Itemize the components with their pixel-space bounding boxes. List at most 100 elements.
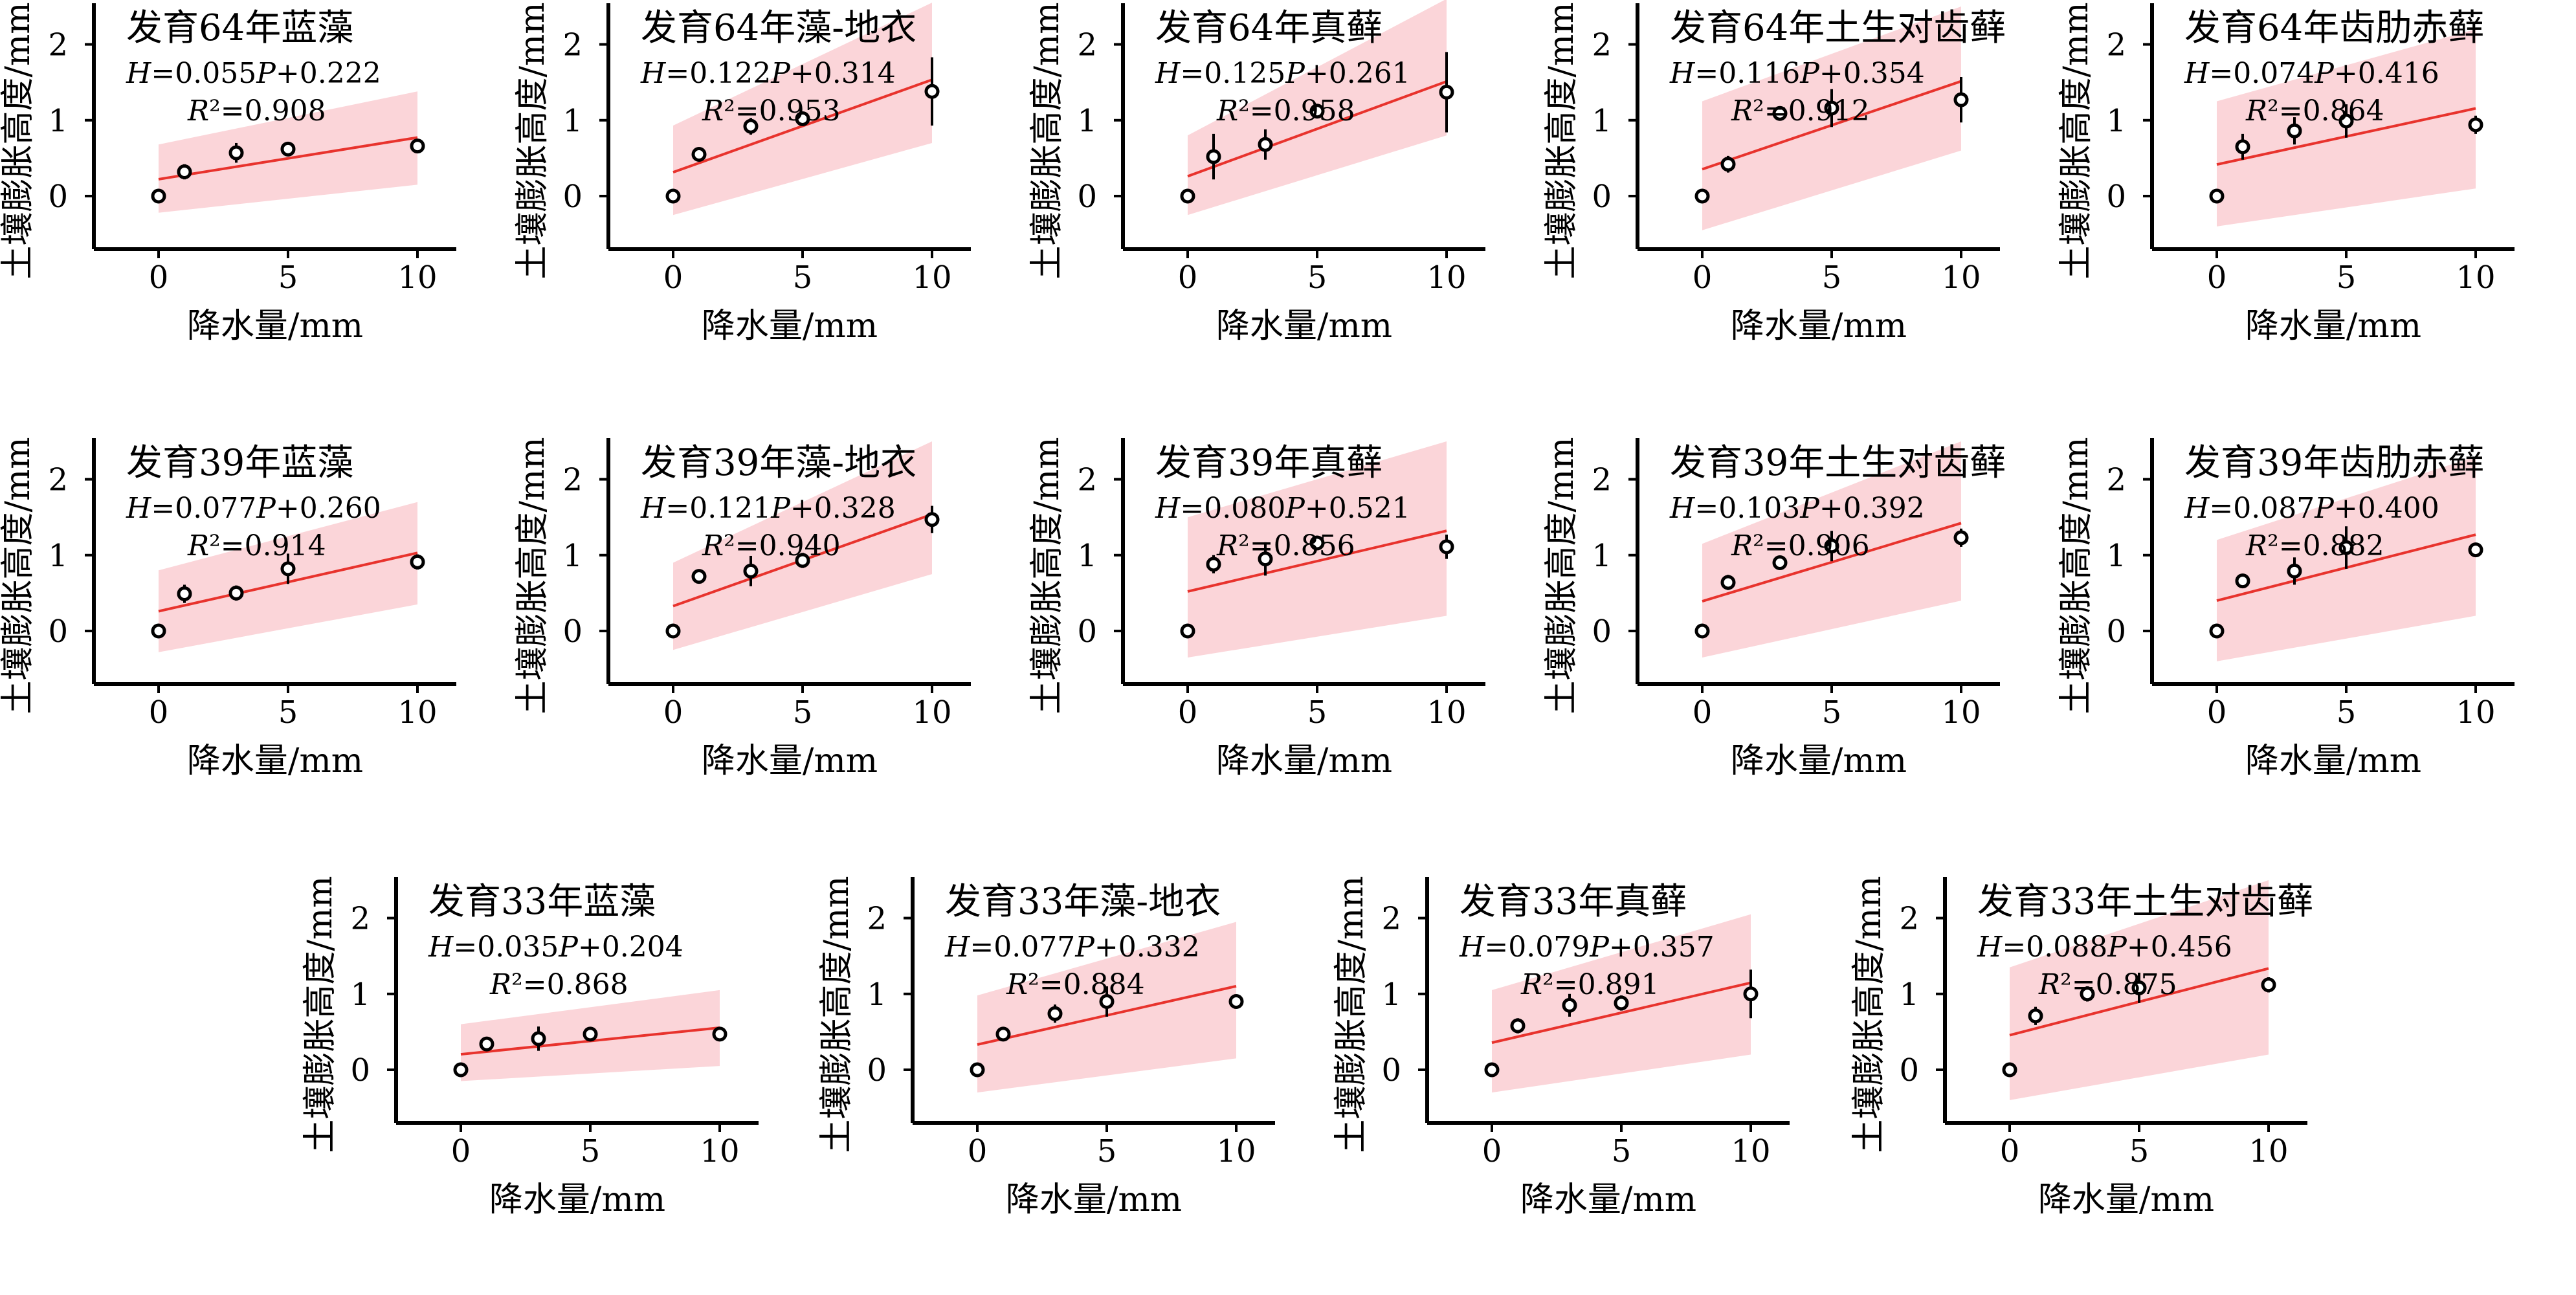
plot-area: [453, 990, 727, 1081]
y-tick-label: 2: [562, 462, 583, 498]
data-point: [2002, 1062, 2017, 1078]
y-tick-label: 2: [1592, 462, 1612, 498]
x-tick-label: 5: [278, 260, 298, 296]
y-tick-label: 0: [2106, 179, 2126, 215]
regression-equation: H=0.125P+0.261: [1155, 57, 1410, 90]
x-tick-label: 10: [700, 1133, 739, 1169]
x-axis-title: 降水量/mm: [702, 742, 878, 780]
r-squared: R²=0.940: [702, 529, 841, 562]
panel-title: 发育33年蓝藻: [428, 881, 656, 923]
data-point: [2338, 113, 2354, 129]
x-tick-label: 0: [1178, 260, 1198, 296]
x-tick-label: 0: [149, 260, 169, 296]
y-tick-label: 0: [562, 179, 583, 215]
r-squared: R²=0.884: [1006, 968, 1145, 1001]
regression-line: [1187, 80, 1447, 178]
regression-equation: H=0.122P+0.314: [640, 57, 896, 90]
chart-panel-9: 0 5 10 0 1 2 降水量/mm 土壤膨胀高度/mm 发育39年土生对齿藓 H=0.103P…: [1542, 437, 2006, 780]
x-tick-label: 10: [2248, 1133, 2288, 1169]
panel-title: 发育39年齿肋赤藓: [2184, 442, 2484, 484]
regression-equation: H=0.074P+0.416: [2184, 57, 2439, 90]
y-tick-label: 1: [562, 538, 583, 574]
plot-area: [970, 922, 1244, 1093]
y-tick-label: 0: [1899, 1052, 1919, 1089]
y-tick-label: 1: [1077, 103, 1097, 139]
regression-line: [1702, 522, 1962, 603]
r-squared: R²=0.912: [1731, 94, 1870, 127]
x-axis-title: 降水量/mm: [702, 307, 878, 346]
x-axis-title: 降水量/mm: [1216, 742, 1392, 780]
x-tick-label: 0: [451, 1133, 471, 1169]
y-tick-label: 2: [1381, 901, 1401, 937]
y-tick-label: 1: [1899, 977, 1919, 1013]
y-tick-label: 0: [867, 1052, 887, 1089]
y-tick-label: 1: [867, 977, 887, 1013]
y-axis-title: 土壤膨胀高度/mm: [0, 2, 38, 279]
data-point: [1743, 986, 1759, 1002]
data-point: [1439, 539, 1454, 555]
x-tick-label: 10: [912, 260, 951, 296]
regression-equation: H=0.103P+0.392: [1669, 492, 1925, 525]
data-point: [743, 118, 759, 134]
y-tick-label: 2: [2106, 27, 2126, 63]
data-point: [1772, 105, 1788, 121]
panel-title: 发育39年土生对齿藓: [1670, 442, 2006, 484]
x-tick-label: 0: [2000, 1133, 2020, 1169]
chart-panel-3: 0 5 10 0 1 2 降水量/mm 土壤膨胀高度/mm 发育64年真藓 H=0.125P+0.…: [1028, 0, 1485, 346]
y-tick-label: 0: [2106, 614, 2126, 650]
y-tick-label: 1: [1592, 103, 1612, 139]
x-tick-label: 10: [1731, 1133, 1770, 1169]
data-point: [743, 563, 759, 579]
data-point: [1309, 535, 1325, 551]
x-tick-label: 0: [1693, 694, 1713, 731]
x-tick-label: 5: [1822, 260, 1842, 296]
regression-line: [158, 136, 418, 181]
data-point: [151, 623, 166, 639]
data-point: [1228, 994, 1244, 1009]
x-tick-label: 5: [1612, 1133, 1632, 1169]
regression-equation: H=0.080P+0.521: [1155, 492, 1410, 525]
data-point: [479, 1036, 494, 1052]
data-point: [2468, 117, 2483, 133]
chart-panel-4: 0 5 10 0 1 2 降水量/mm 土壤膨胀高度/mm 发育64年土生对齿藓 H=0.116P…: [1542, 2, 2006, 346]
x-axis-title: 降水量/mm: [2245, 307, 2421, 346]
y-axis-title: 土壤膨胀高度/mm: [301, 876, 340, 1153]
x-axis-title: 降水量/mm: [2038, 1180, 2214, 1219]
x-tick-label: 10: [1216, 1133, 1256, 1169]
data-point: [924, 83, 940, 99]
regression-line: [1187, 529, 1447, 593]
plot-area: [665, 3, 940, 216]
y-tick-label: 2: [1592, 27, 1612, 63]
data-point: [177, 586, 192, 602]
data-point: [1047, 1006, 1063, 1021]
data-point: [795, 111, 810, 126]
y-tick-label: 2: [350, 901, 370, 937]
y-axis-title: 土壤膨胀高度/mm: [817, 876, 856, 1153]
x-tick-label: 5: [1822, 694, 1842, 731]
data-point: [691, 147, 707, 162]
y-tick-label: 2: [867, 901, 887, 937]
x-axis-title: 降水量/mm: [1006, 1180, 1182, 1219]
x-tick-label: 0: [663, 694, 683, 731]
plot-area: [151, 502, 425, 652]
y-axis-title: 土壤膨胀高度/mm: [2057, 2, 2096, 279]
x-tick-label: 10: [2456, 260, 2495, 296]
plot-area: [1484, 914, 1759, 1093]
x-tick-label: 10: [1941, 260, 1981, 296]
x-axis-title: 降水量/mm: [1520, 1180, 1696, 1219]
regression-equation: H=0.077P+0.332: [944, 931, 1200, 964]
data-point: [1484, 1062, 1500, 1078]
regression-equation: H=0.035P+0.204: [428, 931, 683, 964]
data-point: [1562, 997, 1577, 1013]
x-tick-label: 5: [793, 694, 813, 731]
panel-title: 发育39年藻-地衣: [641, 442, 916, 484]
regression-equation: H=0.116P+0.354: [1669, 57, 1925, 90]
y-tick-label: 0: [1592, 614, 1612, 650]
r-squared: R²=0.908: [187, 94, 326, 127]
x-tick-label: 0: [2207, 260, 2227, 296]
plot-area: [1180, 441, 1454, 658]
data-point: [1824, 100, 1839, 116]
r-squared: R²=0.906: [1731, 529, 1870, 562]
data-point: [2209, 188, 2225, 204]
